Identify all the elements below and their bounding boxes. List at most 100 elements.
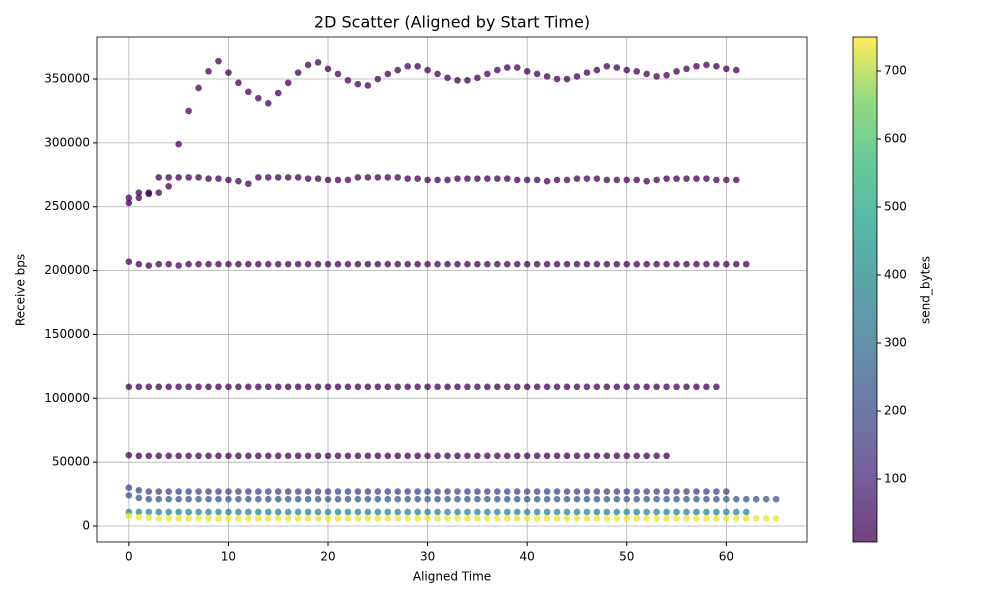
point bbox=[354, 515, 362, 522]
point bbox=[414, 515, 421, 522]
point bbox=[494, 495, 501, 503]
point bbox=[593, 175, 601, 182]
point bbox=[543, 260, 551, 268]
point bbox=[135, 383, 143, 391]
point bbox=[713, 383, 720, 391]
point bbox=[274, 174, 282, 181]
point bbox=[444, 74, 451, 82]
point bbox=[653, 383, 660, 391]
point bbox=[384, 508, 392, 516]
point bbox=[484, 515, 491, 522]
point bbox=[573, 452, 581, 460]
point bbox=[484, 488, 491, 495]
point bbox=[344, 495, 352, 503]
point bbox=[235, 515, 242, 522]
point bbox=[503, 495, 511, 503]
point bbox=[513, 495, 521, 503]
point bbox=[603, 176, 611, 184]
point bbox=[135, 486, 143, 494]
point bbox=[732, 260, 740, 268]
point bbox=[125, 199, 133, 207]
point bbox=[623, 452, 631, 460]
point bbox=[653, 452, 660, 460]
point bbox=[503, 488, 511, 495]
point bbox=[454, 383, 461, 391]
point bbox=[125, 512, 133, 520]
point bbox=[703, 61, 710, 69]
point bbox=[225, 508, 232, 516]
point bbox=[334, 452, 342, 460]
point bbox=[384, 515, 392, 522]
point bbox=[633, 515, 641, 522]
point bbox=[444, 260, 451, 268]
point bbox=[434, 495, 441, 503]
point bbox=[354, 508, 362, 516]
point bbox=[274, 515, 282, 522]
point bbox=[533, 383, 541, 391]
colorbar-tick-label: 300 bbox=[884, 336, 907, 350]
point bbox=[623, 66, 631, 74]
point bbox=[394, 66, 402, 74]
point bbox=[563, 383, 571, 391]
point bbox=[533, 176, 541, 184]
point bbox=[434, 176, 441, 184]
point bbox=[593, 515, 601, 522]
point bbox=[245, 495, 252, 503]
point bbox=[245, 260, 252, 268]
point bbox=[553, 176, 561, 184]
point bbox=[513, 64, 521, 71]
point bbox=[643, 452, 650, 460]
point bbox=[175, 262, 182, 269]
colorbar-label: send_bytes bbox=[919, 256, 933, 324]
point bbox=[205, 495, 212, 503]
point bbox=[364, 515, 372, 522]
point bbox=[603, 495, 611, 503]
point bbox=[543, 488, 551, 495]
point bbox=[175, 174, 182, 181]
point bbox=[235, 488, 242, 495]
point bbox=[693, 488, 700, 495]
point bbox=[195, 174, 202, 181]
point bbox=[633, 383, 641, 391]
point bbox=[364, 174, 372, 181]
point bbox=[454, 495, 461, 503]
point bbox=[494, 452, 501, 460]
point bbox=[593, 260, 601, 268]
point bbox=[593, 452, 601, 460]
point bbox=[185, 107, 192, 115]
point bbox=[713, 488, 720, 495]
point bbox=[135, 260, 143, 268]
point bbox=[713, 260, 720, 268]
point bbox=[394, 515, 402, 522]
point bbox=[255, 488, 262, 495]
point bbox=[553, 75, 561, 83]
point bbox=[404, 495, 411, 503]
point bbox=[394, 452, 402, 460]
point bbox=[643, 383, 650, 391]
point bbox=[324, 65, 332, 73]
point bbox=[732, 176, 740, 184]
x-tick-label: 50 bbox=[619, 550, 634, 564]
point bbox=[623, 495, 631, 503]
point bbox=[384, 383, 392, 391]
point bbox=[563, 488, 571, 495]
y-tick-label: 50000 bbox=[52, 455, 90, 469]
point bbox=[583, 488, 591, 495]
point bbox=[593, 495, 601, 503]
point bbox=[314, 452, 322, 460]
point bbox=[633, 452, 641, 460]
point bbox=[732, 495, 740, 503]
point bbox=[533, 508, 541, 516]
x-tick-label: 10 bbox=[221, 550, 236, 564]
point bbox=[513, 508, 521, 516]
point bbox=[603, 62, 611, 70]
point bbox=[344, 515, 352, 522]
point bbox=[503, 260, 511, 268]
point bbox=[334, 495, 342, 503]
point bbox=[513, 515, 521, 522]
point bbox=[404, 515, 411, 522]
point bbox=[165, 495, 172, 503]
point bbox=[175, 515, 182, 522]
point bbox=[464, 508, 471, 516]
point bbox=[503, 175, 511, 182]
